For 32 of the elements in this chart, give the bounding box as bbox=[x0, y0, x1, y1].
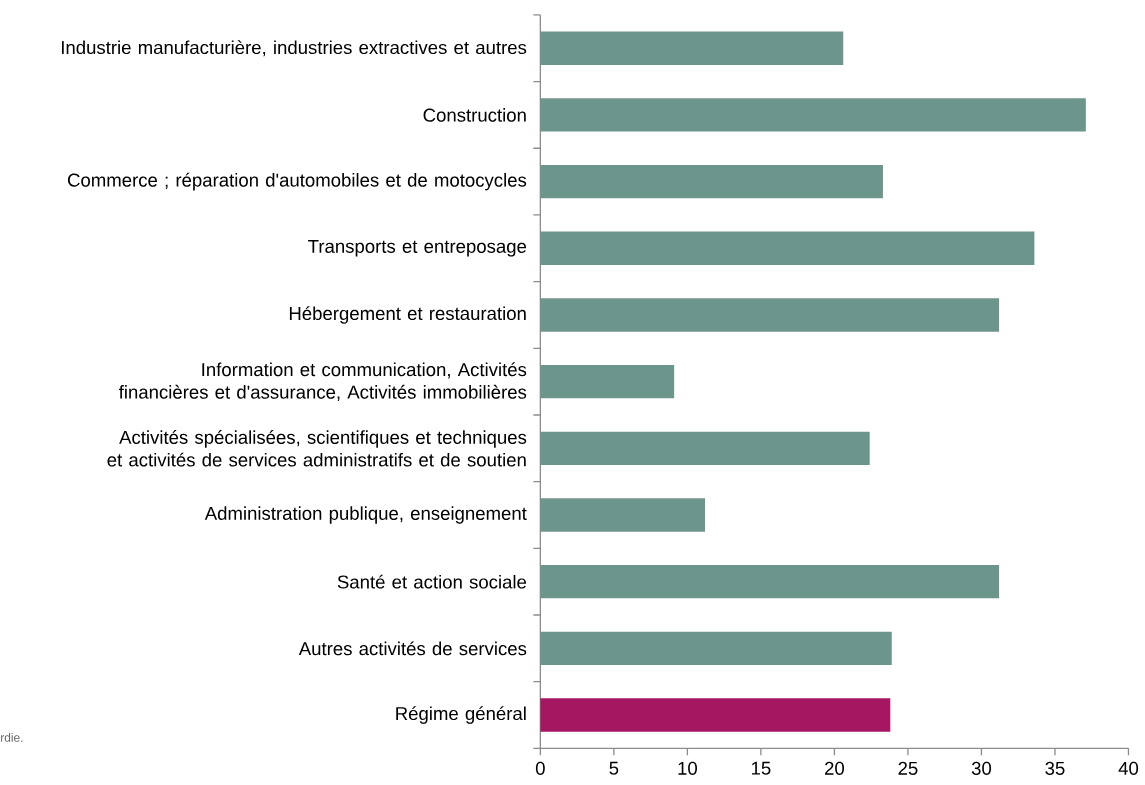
x-tick-label: 0 bbox=[535, 761, 545, 775]
x-tick-label: 20 bbox=[825, 761, 845, 775]
x-tick-label: 5 bbox=[609, 761, 619, 775]
y-tick-label: Santé et action sociale bbox=[337, 574, 527, 589]
x-tick-label: 15 bbox=[751, 761, 771, 775]
text: rdie. bbox=[1, 732, 23, 742]
y-tick-label: Transports et entreposage bbox=[308, 239, 527, 257]
y-tick-label: Autres activités de services bbox=[298, 641, 527, 656]
bar bbox=[540, 698, 891, 732]
y-tick-label: Industrie manufacturière, industries extractives et autres bbox=[61, 40, 527, 57]
bar bbox=[540, 498, 706, 532]
x-tick-label: 30 bbox=[971, 761, 992, 775]
x-tick-label: 40 bbox=[1118, 761, 1139, 775]
x-tick-label: 35 bbox=[1045, 761, 1065, 775]
bar bbox=[540, 98, 1086, 132]
y-tick-label: Construction bbox=[423, 108, 526, 122]
x-tick-label: 25 bbox=[898, 761, 918, 775]
bar bbox=[540, 31, 844, 65]
bar bbox=[540, 298, 1000, 332]
y-tick-label: Régime général bbox=[396, 706, 526, 724]
bar bbox=[540, 164, 883, 199]
bar bbox=[540, 364, 675, 399]
y-tick-label: Hébergement et restauration bbox=[289, 306, 526, 324]
y-tick-label: Administration publique, enseignement bbox=[204, 506, 527, 524]
bar bbox=[540, 631, 892, 665]
bar bbox=[540, 564, 1000, 599]
bar bbox=[540, 431, 870, 465]
y-tick-label: Commerce ; réparation d'automobiles et de motocycles bbox=[67, 172, 527, 191]
y-tick-label: Activités spécialisées, scientifiques et techniques et activités de services administratifs et de soutien bbox=[107, 430, 527, 467]
bar bbox=[540, 231, 1035, 265]
y-tick-label: Information et communication, Activités financières et d'assurance, Activités immobilières bbox=[118, 362, 527, 401]
x-tick-label: 10 bbox=[678, 761, 697, 775]
